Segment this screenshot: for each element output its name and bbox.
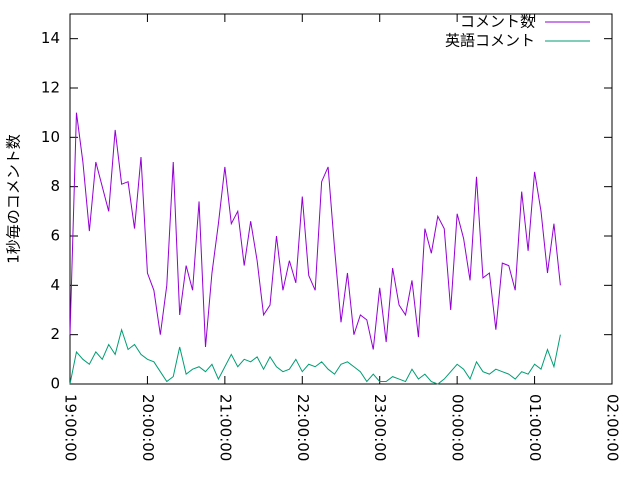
y-tick-label: 6 bbox=[50, 227, 60, 245]
x-tick-label: 23:00:00 bbox=[371, 394, 389, 461]
y-tick-label: 4 bbox=[50, 276, 60, 294]
series-line bbox=[69, 327, 561, 385]
x-tick-label: 19:00:00 bbox=[62, 394, 80, 461]
y-axis-label: 1秒毎のコメント数 bbox=[5, 134, 23, 264]
legend-label: コメント数 bbox=[460, 13, 535, 31]
plot-frame bbox=[69, 13, 613, 385]
y-tick-label: 0 bbox=[50, 375, 60, 393]
x-tick-label: 02:00:00 bbox=[604, 394, 622, 461]
y-tick-label: 14 bbox=[41, 29, 60, 47]
x-tick-label: 00:00:00 bbox=[449, 394, 467, 461]
x-tick-label: 21:00:00 bbox=[216, 394, 234, 461]
legend-label: 英語コメント bbox=[445, 32, 535, 50]
x-tick-label: 01:00:00 bbox=[526, 394, 544, 461]
y-tick-label: 2 bbox=[50, 325, 60, 343]
y-tick-label: 12 bbox=[41, 79, 60, 97]
series-line bbox=[69, 112, 561, 350]
x-tick-label: 20:00:00 bbox=[139, 394, 157, 461]
y-tick-label: 10 bbox=[41, 128, 60, 146]
x-tick-label: 22:00:00 bbox=[294, 394, 312, 461]
y-tick-label: 8 bbox=[50, 177, 60, 195]
